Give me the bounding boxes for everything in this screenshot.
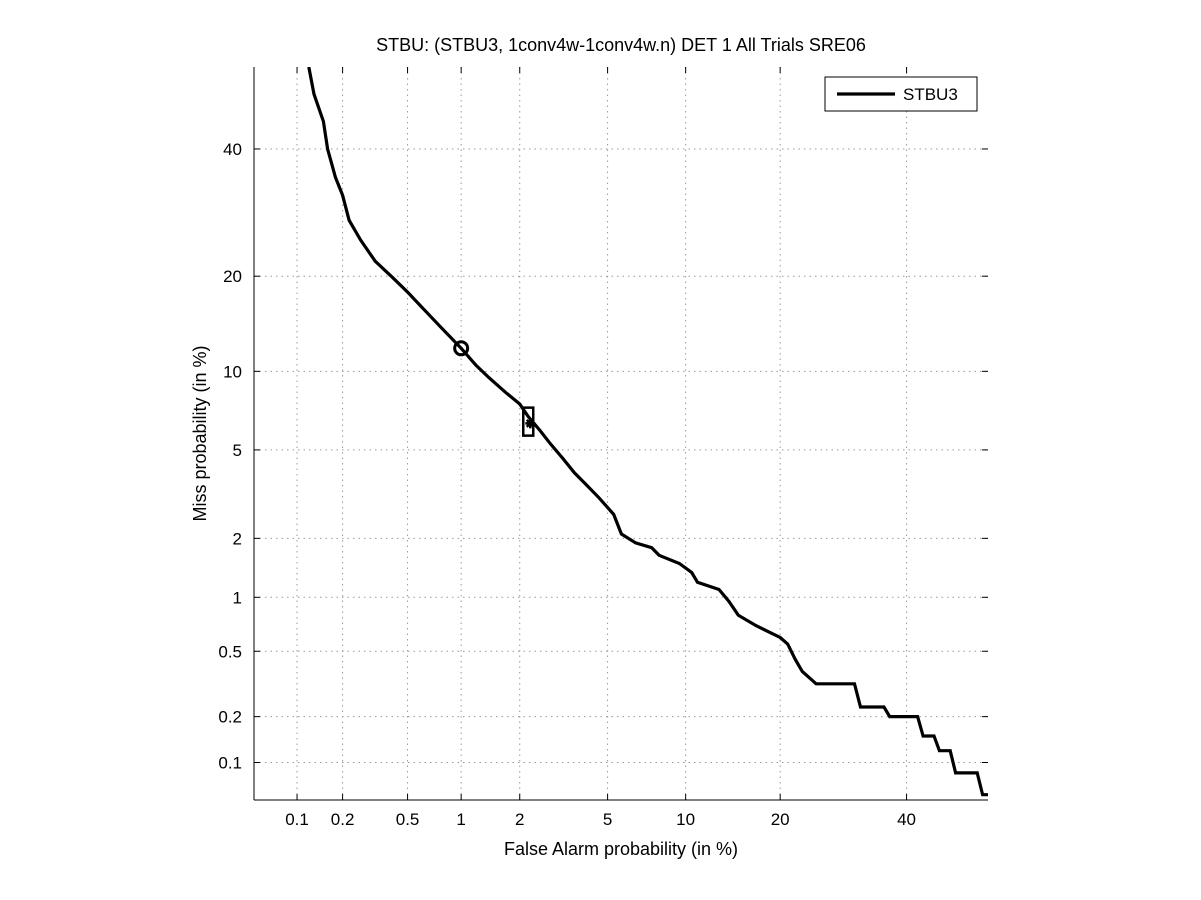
- y-tick-label: 40: [223, 140, 242, 159]
- x-tick-label: 0.2: [331, 810, 355, 829]
- eer-star-marker: [525, 418, 536, 429]
- det-curve-layer: [307, 67, 988, 797]
- x-tick-label: 5: [603, 810, 612, 829]
- x-tick-label: 40: [897, 810, 916, 829]
- det-curve-stbu3: [307, 67, 988, 797]
- x-tick-label: 20: [771, 810, 790, 829]
- x-tick-label: 1: [456, 810, 465, 829]
- y-tick-label: 0.2: [218, 708, 242, 727]
- x-tick-label: 2: [515, 810, 524, 829]
- y-tick-label: 20: [223, 267, 242, 286]
- y-tick-label: 2: [233, 529, 242, 548]
- y-tick-label: 1: [233, 588, 242, 607]
- y-tick-label: 10: [223, 362, 242, 381]
- y-tick-label: 5: [233, 441, 242, 460]
- y-axis-title: Miss probability (in %): [190, 345, 210, 521]
- chart-title: STBU: (STBU3, 1conv4w-1conv4w.n) DET 1 A…: [376, 35, 866, 55]
- axes: [253, 67, 988, 801]
- legend-label-stbu3: STBU3: [903, 85, 958, 104]
- y-tick-label: 0.1: [218, 754, 242, 773]
- y-axis-ticks: 0.1 0.2 0.5 1 2 5 10 20 40: [218, 140, 988, 773]
- min-dcf-circle-marker: [453, 340, 470, 357]
- grid: [254, 67, 988, 800]
- x-tick-label: 10: [676, 810, 695, 829]
- marker-layer: [453, 340, 536, 437]
- x-axis-ticks: 0.1 0.2 0.5 1 2 5 10 20 40: [285, 67, 916, 829]
- legend: STBU3: [824, 76, 978, 112]
- y-tick-label: 0.5: [218, 642, 242, 661]
- x-tick-label: 0.1: [285, 810, 309, 829]
- x-axis-title: False Alarm probability (in %): [504, 839, 738, 859]
- x-tick-label: 0.5: [396, 810, 420, 829]
